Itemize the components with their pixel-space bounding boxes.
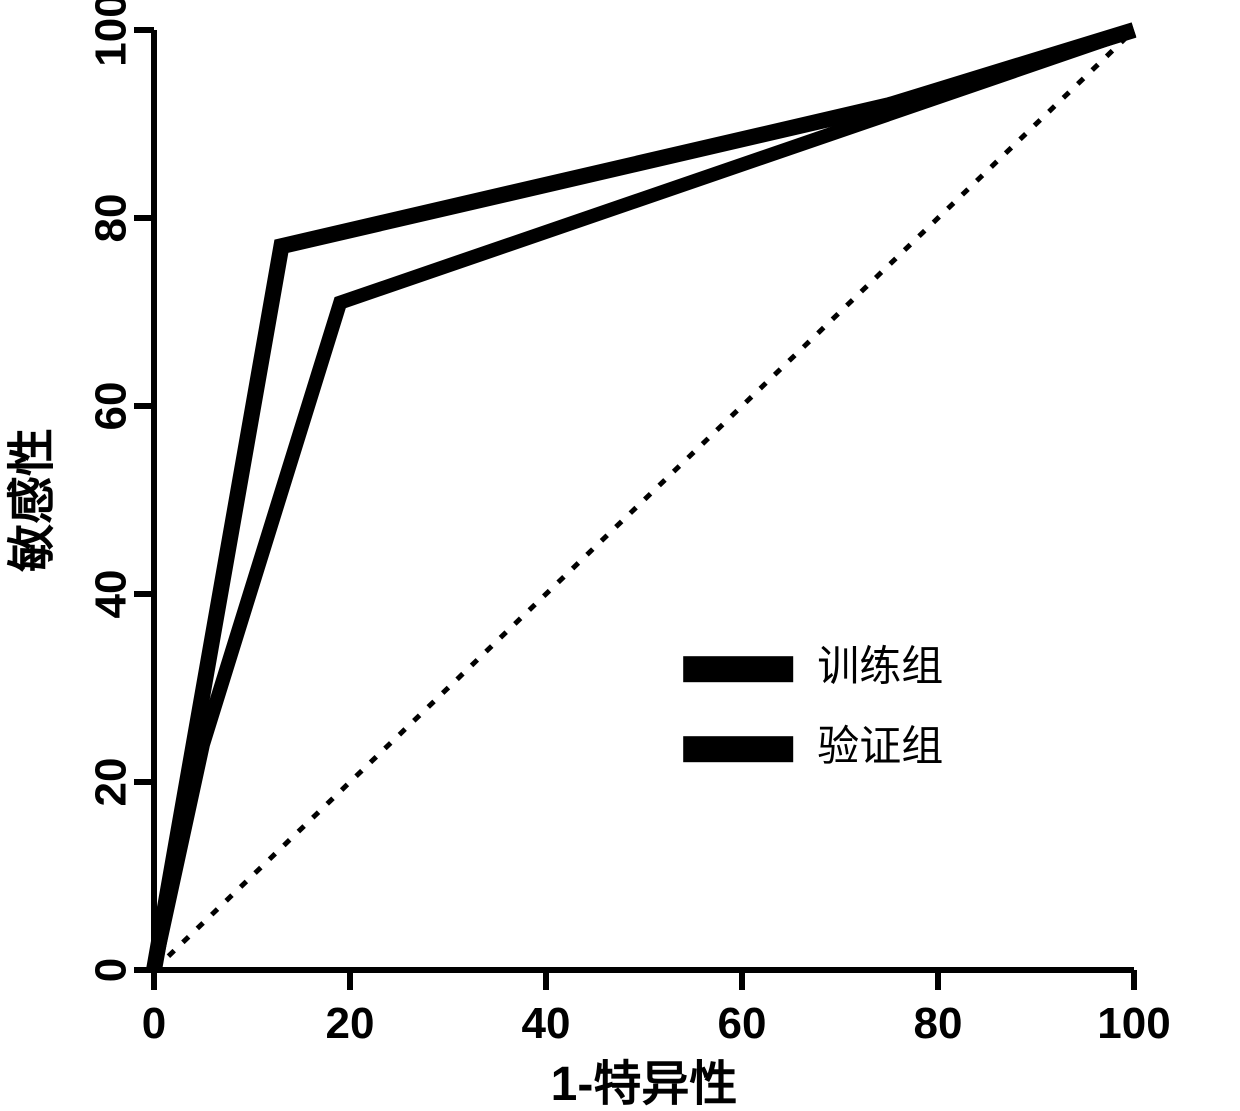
legend-swatch-1 xyxy=(683,736,793,762)
x-tick-label: 20 xyxy=(326,999,375,1048)
y-tick-label: 60 xyxy=(87,382,136,431)
x-tick-label: 100 xyxy=(1097,999,1170,1048)
x-tick-label: 80 xyxy=(914,999,963,1048)
chart-svg: 0 20 40 60 80 100 0 20 40 60 80 100 1-特异性 敏感性训练组验证组 xyxy=(0,0,1240,1111)
y-tick-label: 0 xyxy=(87,958,136,982)
legend-label-1: 验证组 xyxy=(817,722,943,769)
y-tick-label: 20 xyxy=(87,758,136,807)
roc-chart: 0 20 40 60 80 100 0 20 40 60 80 100 1-特异性 敏感性训练组验证组 xyxy=(0,0,1240,1111)
y-tick-label: 80 xyxy=(87,194,136,243)
y-tick-label: 40 xyxy=(87,570,136,619)
legend-swatch-0 xyxy=(683,656,793,682)
y-tick-label: 100 xyxy=(87,0,136,67)
x-tick-label: 60 xyxy=(718,999,767,1048)
legend-label-0: 训练组 xyxy=(817,642,943,689)
y-axis-label: 敏感性 xyxy=(6,428,59,572)
x-tick-label: 0 xyxy=(142,999,166,1048)
x-tick-label: 40 xyxy=(522,999,571,1048)
x-axis-label: 1-特异性 xyxy=(551,1058,738,1111)
